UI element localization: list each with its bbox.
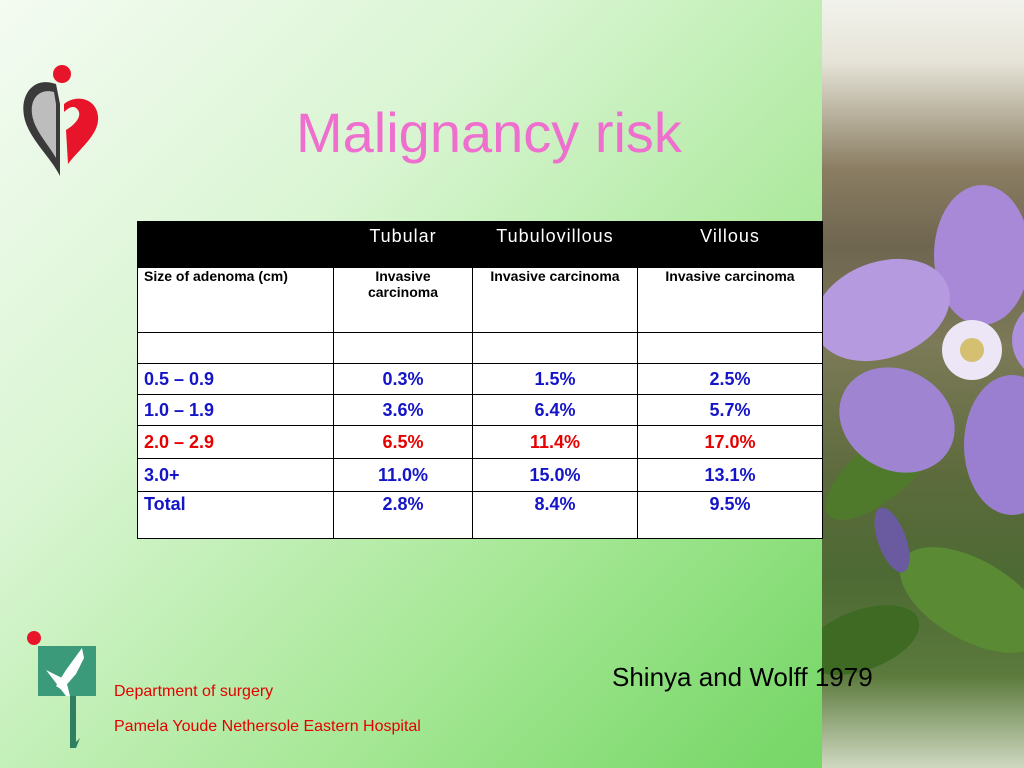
spacer-cell [333, 250, 473, 268]
tubulovillous-cell: 1.5% [472, 363, 638, 395]
tubulovillous-cell: 8.4% [472, 491, 638, 539]
size-cell: 2.0 – 2.9 [137, 425, 334, 459]
tubulovillous-cell: 6.4% [472, 394, 638, 426]
hospital-name: Pamela Youde Nethersole Eastern Hospital [114, 718, 421, 735]
tubular-cell: 3.6% [333, 394, 473, 426]
table-row-highlighted: 2.0 – 2.9 6.5% 11.4% 17.0% [137, 425, 823, 459]
table-row-total: Total 2.8% 8.4% 9.5% [137, 491, 823, 539]
spacer-cell [472, 250, 638, 268]
subheader-size: Size of adenoma (cm) [137, 267, 334, 333]
empty-cell [472, 332, 638, 364]
malignancy-risk-table: Tubular Tubulovillous Villous Size of ad… [137, 221, 823, 539]
villous-cell: 17.0% [637, 425, 823, 459]
flower-icon [822, 185, 1024, 675]
column-header-tubular: Tubular [333, 221, 473, 251]
department-logo-icon [27, 631, 96, 748]
department-logo [26, 630, 100, 750]
hospital-logo [16, 64, 104, 188]
subheader-tubular: Invasive carcinoma [333, 267, 473, 333]
table-row: 1.0 – 1.9 3.6% 6.4% 5.7% [137, 394, 823, 426]
spacer-cell [137, 250, 334, 268]
tubulovillous-cell: 15.0% [472, 458, 638, 492]
subheader-villous: Invasive carcinoma [637, 267, 823, 333]
empty-cell [333, 332, 473, 364]
villous-cell: 13.1% [637, 458, 823, 492]
table-row: 3.0+ 11.0% 15.0% 13.1% [137, 458, 823, 492]
table-row: 0.5 – 0.9 0.3% 1.5% 2.5% [137, 363, 823, 395]
tubular-cell: 6.5% [333, 425, 473, 459]
subheader-tubulovillous: Invasive carcinoma [472, 267, 638, 333]
column-header-tubulovillous: Tubulovillous [472, 221, 638, 251]
tubular-cell: 0.3% [333, 363, 473, 395]
column-header-villous: Villous [637, 221, 823, 251]
tubular-cell: 11.0% [333, 458, 473, 492]
column-header-row: Tubular Tubulovillous Villous [137, 221, 823, 251]
empty-cell [137, 332, 334, 364]
villous-cell: 9.5% [637, 491, 823, 539]
department-name: Department of surgery [114, 683, 274, 700]
size-cell: 0.5 – 0.9 [137, 363, 334, 395]
villous-cell: 2.5% [637, 363, 823, 395]
size-cell: 1.0 – 1.9 [137, 394, 334, 426]
empty-cell [637, 332, 823, 364]
citation: Shinya and Wolff 1979 [612, 662, 873, 692]
tubular-cell: 2.8% [333, 491, 473, 539]
villous-cell: 5.7% [637, 394, 823, 426]
size-cell: 3.0+ [137, 458, 334, 492]
header-spacer-row [137, 250, 823, 268]
tubulovillous-cell: 11.4% [472, 425, 638, 459]
empty-row [137, 332, 823, 364]
subheader-row: Size of adenoma (cm) Invasive carcinoma … [137, 267, 823, 333]
slide-title: Malignancy risk [296, 101, 682, 164]
column-header-empty [137, 221, 334, 251]
flower-photo [822, 0, 1024, 768]
hospital-heart-logo-icon [23, 65, 99, 176]
size-cell: Total [137, 491, 334, 539]
spacer-cell [637, 250, 823, 268]
